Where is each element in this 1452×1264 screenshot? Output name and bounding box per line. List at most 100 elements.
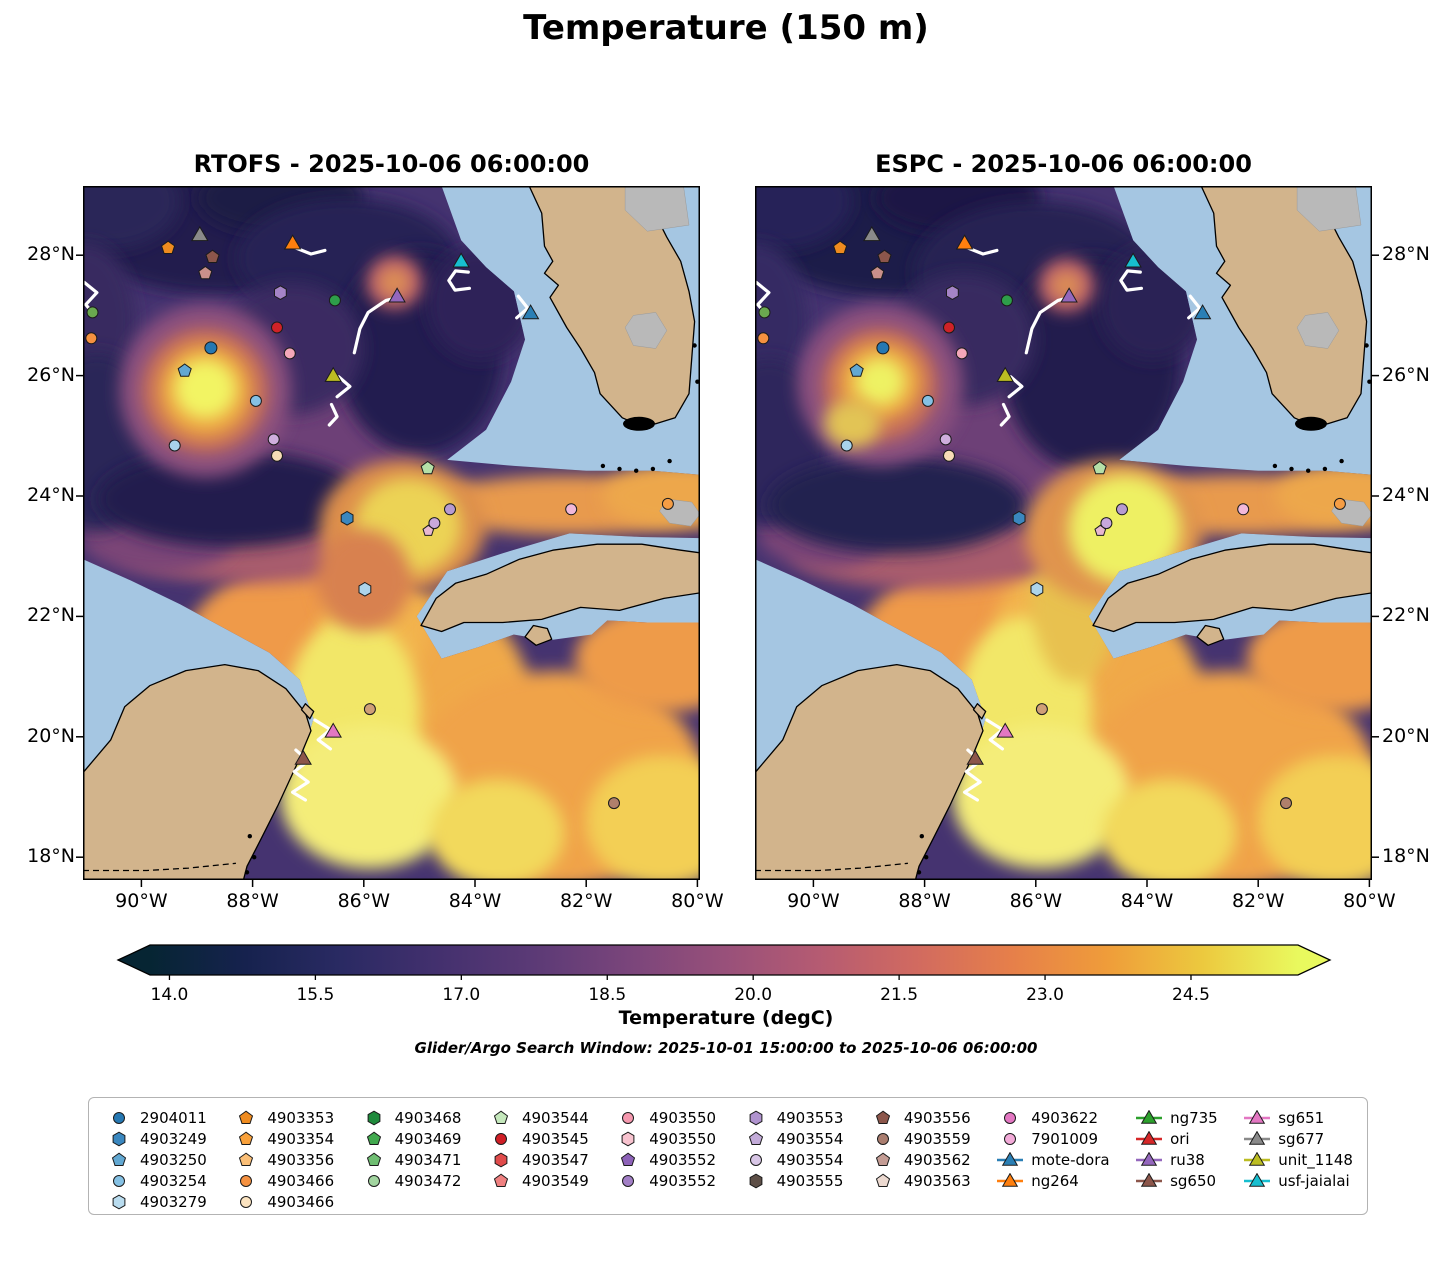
temperature-blob [1050,271,1083,300]
legend-item: mote-dora [994,1149,1110,1170]
y-tick-label: 20°N [1382,724,1430,747]
temperature-blob [575,604,700,713]
island-speck [1322,466,1328,472]
legend-item: 4903550 [612,1107,716,1128]
legend-item-label: 4903555 [776,1171,844,1190]
legend-item: 4903468 [358,1107,461,1128]
map-marker [1004,1111,1017,1124]
map-marker [328,294,341,307]
colorbar-tick-label: 24.5 [1172,985,1210,1005]
x-tick-label: 86°W [1009,890,1063,912]
legend-item: 4903545 [485,1128,589,1149]
legend-item-label: 4903472 [394,1171,462,1190]
temperature-blob [602,463,700,529]
float-legend-marker [494,1152,508,1167]
gray-patch [624,312,668,349]
map-marker [283,234,302,250]
legend-item: 4903544 [485,1107,589,1128]
float-legend-marker [875,1152,890,1166]
map-marker [1249,1109,1266,1124]
legend-item: 4903249 [103,1128,207,1149]
legend-item-label: ng735 [1170,1108,1218,1127]
colorbar-tick-label: 14.0 [150,985,189,1005]
map-marker [1060,287,1078,303]
map-marker [267,433,280,446]
legend-item: ori [1133,1128,1218,1149]
map-marker [494,1132,507,1145]
map-marker [875,1173,890,1187]
map-marker [340,510,354,526]
map-marker [198,265,213,280]
map-marker [1030,581,1044,597]
legend-item-label: 4903469 [394,1129,462,1148]
legend-item: 4903622 [994,1107,1109,1128]
glider-track [1119,269,1143,292]
island-speck [1364,343,1369,348]
legend-column: 2904011 4903249 4903250 4903254 4903279 [103,1107,207,1212]
legend-item-label: 4903250 [140,1150,207,1169]
temperature-blob [83,186,180,250]
glider-track [327,402,339,427]
map-marker [239,1110,254,1124]
legend-column: ng735 ori ru38 sg650 [1133,1107,1218,1191]
x-tick-label: 90°W [787,890,840,912]
colorbar-gradient [116,944,1332,980]
legend-column: 4903544 4903545 4903547 4903549 [485,1107,589,1191]
map-marker [240,1174,253,1187]
colorbar-tick-label: 18.5 [588,985,627,1005]
temperature-blob [430,779,565,880]
land-polygon [972,703,987,720]
map-marker [283,347,296,360]
legend-item-label: 4903356 [267,1150,335,1169]
float-legend-marker [493,1110,509,1124]
glider-legend-marker [1244,1130,1271,1145]
x-tick-label: 90°W [115,890,168,912]
glider-track [447,269,471,292]
map-marker [996,722,1014,738]
legend-item-label: 4903554 [776,1129,844,1148]
colorbar-tick-label: 21.5 [880,985,919,1005]
legend-item-label: usf-jaialai [1278,1171,1350,1190]
temperature-blob [1102,779,1237,880]
legend-item-label: 4903550 [649,1129,717,1148]
temperature-blob [824,399,881,448]
legend-item: 2904011 [103,1107,207,1128]
legend-item-label: sg677 [1278,1129,1325,1148]
map-marker [493,1110,509,1124]
legend-item: 7901009 [994,1128,1109,1149]
y-tick-label: 24°N [27,484,75,506]
map-marker [758,306,771,319]
map-marker [1004,1132,1017,1145]
legend-item-label: 4903466 [267,1171,335,1190]
legend-item: 4903555 [740,1170,844,1191]
map-marker [1012,510,1026,526]
glider-track [335,375,352,399]
island-speck [244,870,250,875]
glider-track [999,402,1011,427]
float-legend-marker [239,1131,254,1145]
map-marker [1193,304,1212,320]
legend-item: 4903471 [358,1149,461,1170]
float-legend-marker [493,1173,509,1187]
land-polygon [300,703,315,720]
island-speck [924,855,929,860]
map-marker [366,1152,381,1166]
glider-legend-marker [997,1172,1024,1187]
legend-item: 4903553 [740,1107,843,1128]
float-legend-marker [621,1131,635,1146]
map-marker [749,1110,762,1125]
float-legend-marker [1004,1132,1017,1145]
map-marker [621,1131,635,1146]
temperature-blob [952,725,1131,869]
legend-item: 4903472 [358,1170,462,1191]
map-marker [161,240,176,254]
map-marker [946,285,959,300]
glider-legend-marker [1136,1130,1163,1145]
map-marker [863,225,881,242]
float-legend-marker [494,1132,507,1145]
map-marker [1094,524,1107,536]
legend-item-label: 4903254 [140,1171,207,1190]
map-marker [870,265,885,280]
map-marker [921,394,934,407]
legend-column: 4903550 4903550 4903552 4903552 [612,1107,716,1191]
